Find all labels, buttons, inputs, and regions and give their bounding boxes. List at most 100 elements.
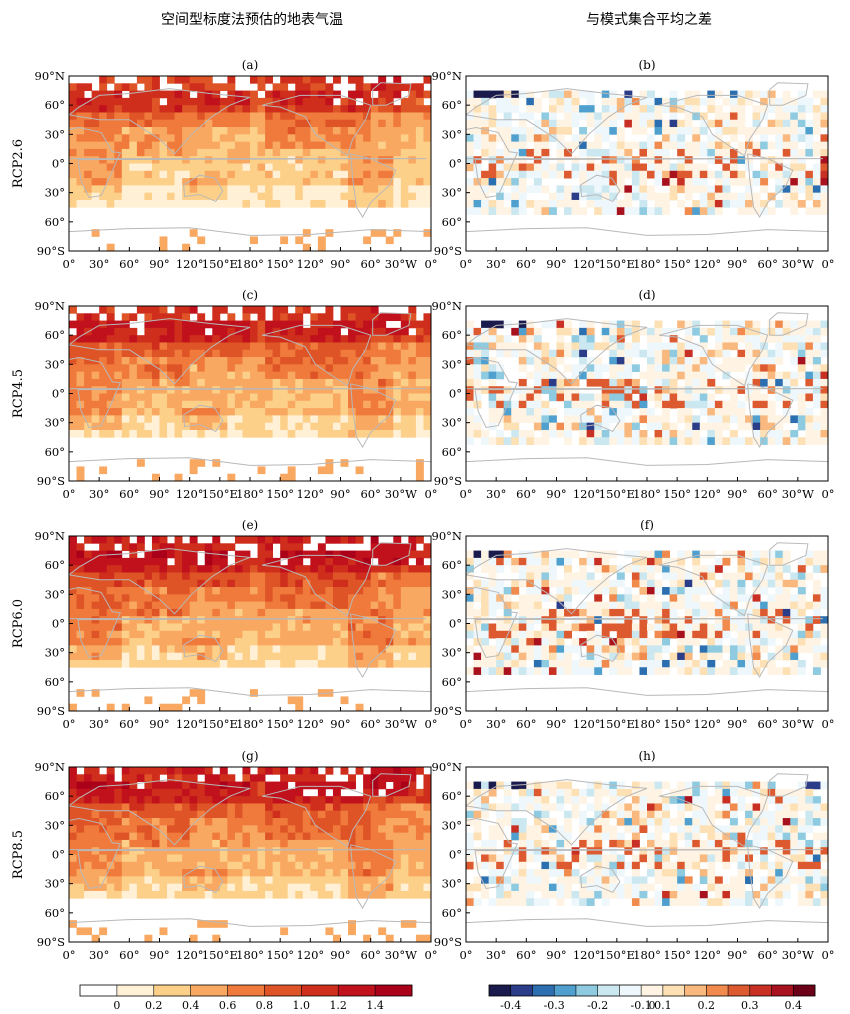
heatmap-cell [234,127,243,135]
heatmap-cell [669,357,678,365]
heatmap-cell [533,667,542,675]
heatmap-cell [586,320,595,329]
heatmap-cell [76,192,85,201]
heatmap-cell [594,608,603,617]
heatmap-cell [790,572,799,581]
heatmap-cell [197,349,206,358]
heatmap-cell [167,127,175,135]
heatmap-cell [790,112,799,121]
heatmap-cell [609,386,618,394]
heatmap-cell [745,148,753,157]
heatmap-cell [265,119,274,128]
heatmap-cell [481,667,490,675]
heatmap-cell [805,134,814,143]
heatmap-cell [820,192,829,201]
heatmap-cell [654,357,663,365]
heatmap-cell [526,327,535,336]
heatmap-cell [159,178,168,186]
heatmap-cell [594,185,603,194]
lon-tick-label: 60° [757,257,777,271]
heatmap-cell [571,349,580,358]
heatmap-cell [423,429,432,438]
heatmap-cell [332,536,341,544]
heatmap-cell [242,105,251,113]
heatmap-cell [227,134,236,143]
heatmap-cell [144,306,153,314]
heatmap-cell [197,630,206,639]
heatmap-cell [144,199,153,208]
heatmap-cell [400,557,409,566]
heatmap-cell [752,349,761,358]
heatmap-cell [280,408,289,416]
heatmap-cell [790,134,799,143]
heatmap-cell [76,652,85,661]
heatmap-cell [204,543,213,551]
heatmap-cell [423,788,432,797]
heatmap-cell [212,178,221,186]
heatmap-cell [760,156,769,164]
heatmap-cell [227,774,236,782]
heatmap-cell [775,185,784,194]
heatmap-cell [699,364,708,373]
heatmap-cell [227,327,236,336]
heatmap-cell [526,148,535,157]
heatmap-cell [415,327,424,336]
heatmap-cell [69,378,77,387]
heatmap-cell [219,543,228,551]
heatmap-cell [340,408,349,416]
heatmap-cell [287,696,296,705]
heatmap-cell [219,774,228,782]
heatmap-cell [84,579,93,588]
heatmap-cell [227,357,236,365]
lat-tick-label: 60° [45,558,65,572]
heatmap-cell [363,587,372,595]
heatmap-cell [167,572,175,581]
heatmap-cell [518,134,527,143]
heatmap-cell [820,630,829,639]
heatmap-cell [415,422,424,431]
heatmap-cell [69,192,77,201]
heatmap-cell [332,400,341,409]
heatmap-cell [790,105,799,113]
heatmap-cell [616,630,625,639]
heatmap-cell [114,557,123,566]
heatmap-cell [677,550,686,559]
heatmap-cell [114,342,123,351]
heatmap-cell [639,572,648,581]
heatmap-cell [609,579,618,588]
heatmap-cell [760,616,769,624]
heatmap-cell [219,148,228,157]
heatmap-cell [393,192,402,201]
heatmap-cell [348,357,356,365]
heatmap-cell [234,536,243,544]
heatmap-cell [129,178,138,186]
heatmap-cell [340,199,349,208]
heatmap-cell [752,112,761,121]
heatmap-cell [745,141,753,150]
heatmap-cell [415,565,424,573]
heatmap-cell [144,178,153,186]
heatmap-cell [548,645,557,654]
heatmap-cell [257,587,266,595]
heatmap-cell [526,608,535,617]
heatmap-cell [601,148,610,157]
heatmap-cell [707,199,716,208]
heatmap-cell [332,199,341,208]
heatmap-cell [662,400,671,409]
heatmap-cell [594,422,603,431]
heatmap-cell [280,170,289,179]
heatmap-cell [775,608,784,617]
heatmap-cell [219,178,228,186]
heatmap-cell [204,572,213,581]
heatmap-cell [76,623,85,632]
lon-tick-label: 150° [663,487,691,501]
heatmap-cell [616,371,625,380]
heatmap-cell [616,141,625,150]
heatmap-cell [790,141,799,150]
heatmap-cell [159,134,168,143]
heatmap-cell [227,97,236,106]
heatmap-cell [219,623,228,632]
heatmap-cell [114,400,123,409]
heatmap-cell [272,185,281,194]
heatmap-cell [564,400,572,409]
